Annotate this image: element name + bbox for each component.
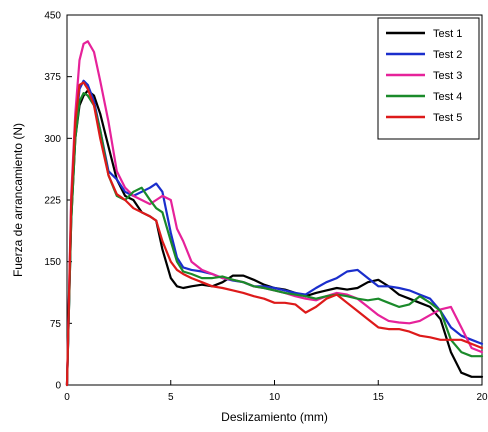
x-tick-label: 20: [476, 392, 488, 403]
y-axis-label: Fuerza de arrancamiento (N): [11, 123, 25, 277]
legend-label-1: Test 1: [433, 28, 462, 40]
series-line-5: [65, 81, 484, 387]
legend-box: [377, 17, 480, 140]
x-tick-label: 5: [168, 392, 174, 403]
x-tick-label: 10: [269, 392, 281, 403]
y-tick-label: 450: [44, 11, 61, 22]
legend-label-3: Test 3: [433, 70, 462, 82]
legend-label-2: Test 2: [433, 49, 462, 61]
x-axis-label: Deslizamiento (mm): [221, 410, 328, 424]
legend-label-4: Test 4: [433, 91, 462, 103]
series-line-1: [65, 89, 484, 387]
x-tick-label: 0: [64, 392, 70, 403]
series-group: [65, 40, 484, 387]
y-tick-label: 75: [50, 319, 62, 330]
y-tick-label: 300: [44, 134, 61, 145]
y-tick-label: 150: [44, 257, 61, 268]
y-tick-label: 375: [44, 72, 61, 83]
y-axis-ticks: 0 75 150 225 300 375 450: [44, 11, 72, 392]
y-tick-label: 225: [44, 196, 61, 207]
legend-label-5: Test 5: [433, 112, 462, 124]
x-tick-label: 15: [373, 392, 385, 403]
y-tick-label: 0: [55, 381, 61, 392]
legend: Test 1 Test 2 Test 3 Test 4 Test 5: [377, 17, 480, 140]
